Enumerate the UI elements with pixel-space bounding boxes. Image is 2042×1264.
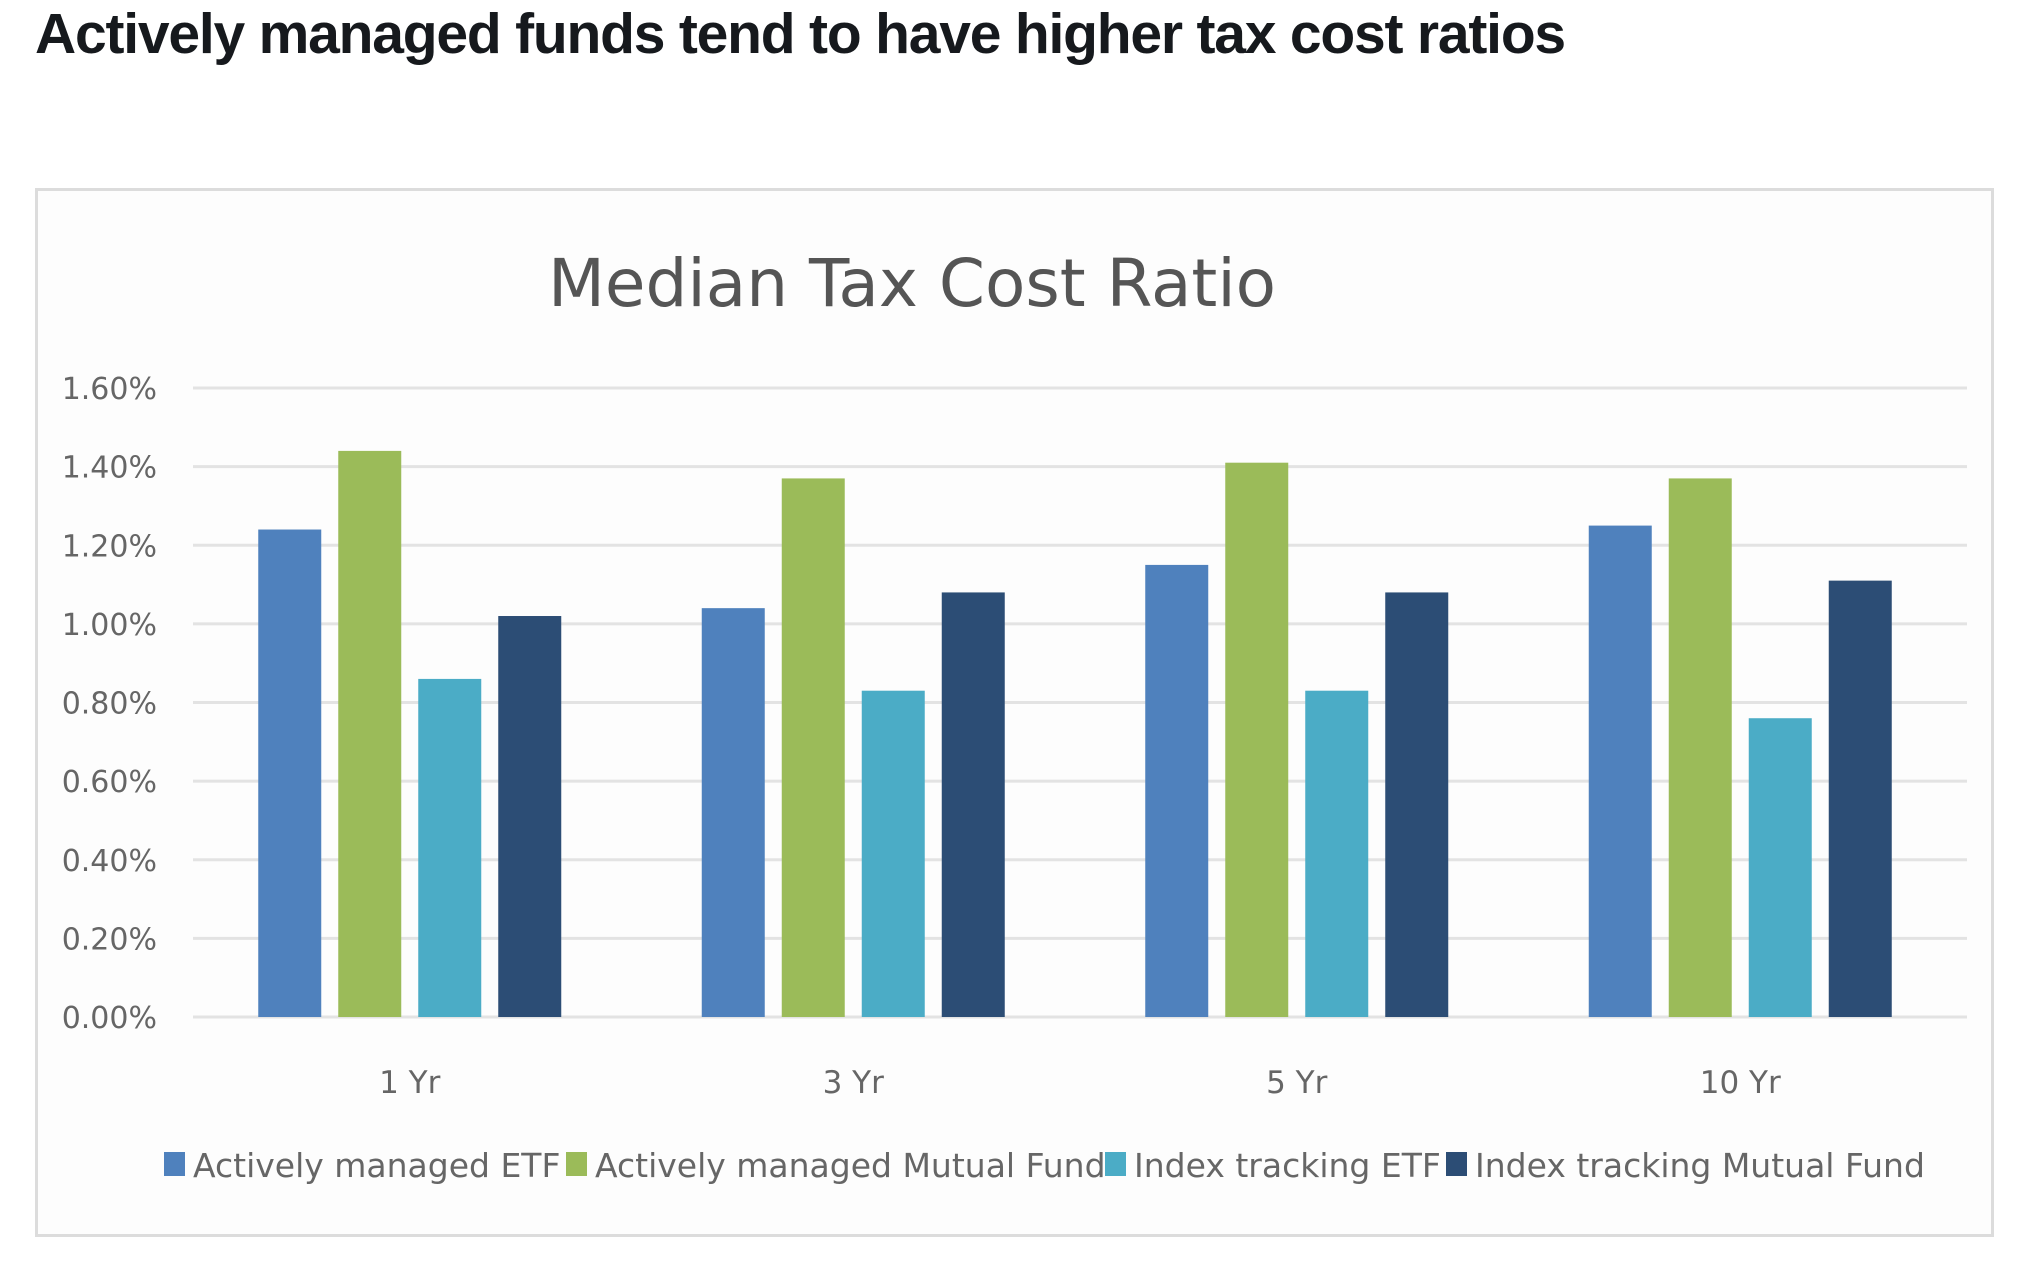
legend-label: Actively managed Mutual Fund xyxy=(595,1146,1106,1185)
bar-actively-managed-etf-5-yr xyxy=(1145,564,1209,1017)
bar-index-tracking-mutual-fund-1-yr xyxy=(498,616,562,1017)
bar-actively-managed-mutual-fund-3-yr xyxy=(781,478,845,1017)
legend-label: Index tracking ETF xyxy=(1134,1146,1441,1185)
x-tick-label: 5 Yr xyxy=(1266,1065,1328,1101)
x-tick-label: 3 Yr xyxy=(823,1065,885,1101)
bar-index-tracking-etf-5-yr xyxy=(1305,690,1369,1017)
legend-item: Actively managed ETF xyxy=(164,1146,560,1185)
x-tick-label: 10 Yr xyxy=(1700,1065,1781,1101)
y-tick-label: 0.00% xyxy=(62,1001,157,1036)
legend-swatch xyxy=(566,1152,587,1176)
y-tick-label: 1.00% xyxy=(62,608,157,643)
y-tick-label: 0.60% xyxy=(62,765,157,800)
y-tick-label: 0.40% xyxy=(62,844,157,879)
y-tick-label: 0.80% xyxy=(62,687,157,722)
bar-index-tracking-mutual-fund-10-yr xyxy=(1828,580,1892,1017)
legend-swatch xyxy=(1105,1152,1126,1176)
legend-label: Actively managed ETF xyxy=(193,1146,560,1185)
legend-item: Index tracking Mutual Fund xyxy=(1446,1146,1925,1185)
legend-swatch xyxy=(164,1152,185,1176)
x-tick-label: 1 Yr xyxy=(379,1065,441,1101)
y-tick-label: 1.60% xyxy=(62,372,157,407)
y-tick-label: 0.20% xyxy=(62,922,157,957)
legend-swatch xyxy=(1446,1152,1467,1176)
bar-index-tracking-etf-10-yr xyxy=(1748,718,1812,1017)
legend-item: Index tracking ETF xyxy=(1105,1146,1441,1185)
bar-index-tracking-mutual-fund-3-yr xyxy=(941,592,1005,1017)
legend-label: Index tracking Mutual Fund xyxy=(1475,1146,1925,1185)
legend: Actively managed ETF Actively managed Mut… xyxy=(164,1146,1925,1185)
y-tick-label: 1.40% xyxy=(62,451,157,486)
bar-actively-managed-mutual-fund-10-yr xyxy=(1668,478,1732,1017)
legend-item: Actively managed Mutual Fund xyxy=(566,1146,1106,1185)
bar-actively-managed-etf-3-yr xyxy=(701,608,765,1017)
bar-index-tracking-etf-3-yr xyxy=(861,690,925,1017)
bar-actively-managed-etf-10-yr xyxy=(1588,525,1652,1017)
page-heading: Actively managed funds tend to have high… xyxy=(35,2,1566,66)
bar-actively-managed-mutual-fund-1-yr xyxy=(338,450,402,1017)
bar-actively-managed-mutual-fund-5-yr xyxy=(1225,462,1289,1018)
bar-actively-managed-etf-1-yr xyxy=(258,529,322,1017)
y-tick-label: 1.20% xyxy=(62,529,157,564)
chart-title: Median Tax Cost Ratio xyxy=(548,245,1276,322)
y-axis-ticks: 0.00% 0.20% 0.40% 0.60% 0.80% 1.00% 1.20% 1.40%… xyxy=(62,372,157,1036)
bars xyxy=(258,450,1892,1018)
bar-index-tracking-etf-1-yr xyxy=(418,678,482,1017)
x-axis-ticks: 1 Yr 3 Yr 5 Yr 10 Yr xyxy=(379,1065,1781,1101)
bar-index-tracking-mutual-fund-5-yr xyxy=(1385,592,1449,1017)
